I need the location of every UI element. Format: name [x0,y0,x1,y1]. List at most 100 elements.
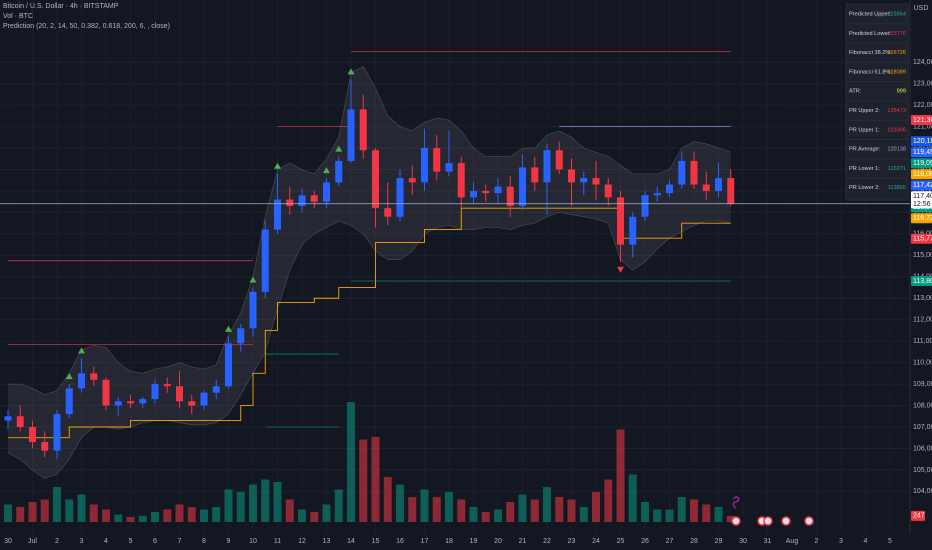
volume-tag-label: 247 [913,513,925,520]
volume-bar [653,509,662,522]
volume-bar [555,497,564,522]
volume-bar [65,499,74,522]
axes: 104,000 105,000 106,000 107,000 108,000 109,0… [4,59,932,545]
x-tick-label: 29 [715,538,723,545]
volume-bar [310,512,319,522]
buy-signal [65,373,73,380]
buy-signal [249,276,257,283]
candle-body [286,199,294,206]
candle-body [310,195,318,202]
x-tick-label: 23 [568,538,576,545]
price-tag-label: 119,456 [913,149,932,156]
table-value: 113805 [888,185,906,191]
volume-bar [212,507,221,522]
volume-bar [408,497,417,522]
volume-bar [665,509,674,522]
x-tick-label: 27 [666,538,674,545]
volume-bar [494,509,502,522]
volume-bar [4,504,12,522]
y-tick-label: 121,000 [913,123,932,130]
x-tick-label: 13 [323,538,331,545]
volume-bar [592,492,600,522]
candle-body [519,167,526,206]
table-label: PR Upper 2: [849,108,880,114]
volume-bar [200,509,208,522]
candle-body [543,150,551,183]
price-tag [911,180,932,191]
candle-body [127,401,134,404]
volume-bar [690,499,698,522]
event-icon[interactable] [763,516,773,526]
volume-tag [911,510,925,521]
volume-bar [261,479,270,522]
volume-bar [114,514,123,522]
volume-bar [322,504,331,522]
table-label: PR Upper 1: [849,127,880,133]
buy-signal [78,347,85,354]
volume-bar [89,504,98,522]
table-value: 118089 [888,69,906,75]
price-tag-label: 121,305 [913,117,932,124]
price-tag-label: 115,776 [913,236,932,243]
volume-bar [543,487,551,522]
candle-body [690,160,698,185]
x-tick-label: 3 [80,538,84,545]
volume-bar [187,507,196,522]
volume-bar [249,484,257,522]
event-icon[interactable] [732,496,740,509]
candle-body [445,163,453,172]
volume-bar [285,499,294,522]
table-value: 126473 [887,108,906,114]
x-tick-label: Jul [28,538,37,545]
volume-bar [40,499,49,522]
candle-body [555,150,563,170]
candle-body [641,195,649,217]
price-tag [911,169,932,180]
volume-bar [567,499,576,522]
price-tag [911,275,932,286]
event-icon[interactable] [804,516,814,526]
x-tick-label: 6 [153,538,157,545]
volume-bar [714,507,723,522]
volume-bar [702,504,711,522]
candle-body [580,178,588,183]
candle-body [604,184,612,198]
event-icon[interactable] [781,516,791,526]
volume-bar [359,439,368,522]
x-tick-label: 30 [739,538,747,545]
candle-body [29,427,36,443]
price-tag-label: 117,407 [913,193,932,200]
x-tick-label: 4 [104,538,108,545]
y-tick-label: 104,000 [913,488,932,495]
table-value: 115776 [888,31,906,37]
y-tick-label: 111,000 [913,338,932,345]
candle-body [41,442,49,451]
candle-body [323,182,330,202]
candle-body [653,193,661,196]
candle-body [90,373,98,380]
candle-body [237,328,245,344]
candle-body [396,178,404,217]
volume-bar [102,509,110,522]
indicator-label: Vol · BTC [3,13,33,20]
candle-body [4,416,12,421]
candle-body [78,373,85,389]
x-tick-label: 24 [592,538,600,545]
x-tick-label: 26 [641,538,649,545]
y-tick-label: 123,000 [913,81,932,88]
x-tick-label: 14 [347,538,355,545]
event-icon[interactable] [731,516,741,526]
buy-signal [335,145,343,152]
candle-body [592,178,600,185]
candle-body [678,160,686,185]
buy-signal [323,167,330,174]
table-label: Predicted Upper: [849,11,891,17]
x-tick-label: 4 [864,538,868,545]
x-tick-label: 25 [617,538,625,545]
price-tag [911,115,932,126]
volume-bar [420,489,429,522]
volume-bar [175,504,184,522]
volume-bar [616,429,625,522]
x-tick-label: 9 [227,538,231,545]
price-tag [911,147,932,158]
